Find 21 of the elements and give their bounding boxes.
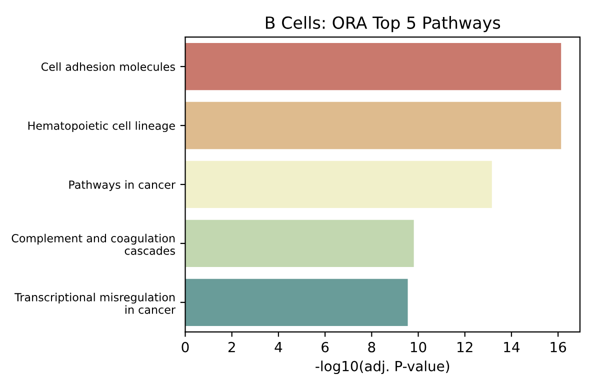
bar — [185, 278, 408, 326]
x-tick-label: 12 — [458, 342, 472, 352]
chart-title: B Cells: ORA Top 5 Pathways — [266, 16, 500, 32]
x-tick-label: 8 — [368, 342, 376, 352]
y-tick-label: Complement and coagulation cascades — [12, 234, 175, 255]
y-tick-label: Cell adhesion molecules — [41, 62, 175, 71]
x-tick-label: 14 — [504, 342, 520, 352]
x-axis-title: -log10(adj. P-value) — [316, 360, 450, 374]
x-tick-label: 16 — [550, 342, 566, 352]
bar — [185, 220, 414, 268]
y-tick-label: Pathways in cancer — [69, 180, 176, 191]
bar — [185, 160, 492, 208]
x-tick-label: 10 — [410, 342, 426, 352]
x-tick-label: 0 — [182, 342, 189, 352]
y-tick-label: Transcriptional misregulation in cancer — [14, 292, 176, 314]
x-tick-label: 4 — [274, 342, 282, 352]
bar — [185, 42, 562, 90]
x-tick-label: 2 — [228, 342, 235, 352]
x-tick-label: 6 — [322, 342, 329, 352]
bar — [185, 102, 562, 150]
y-tick-label: Hematopoietic cell lineage — [28, 121, 175, 132]
